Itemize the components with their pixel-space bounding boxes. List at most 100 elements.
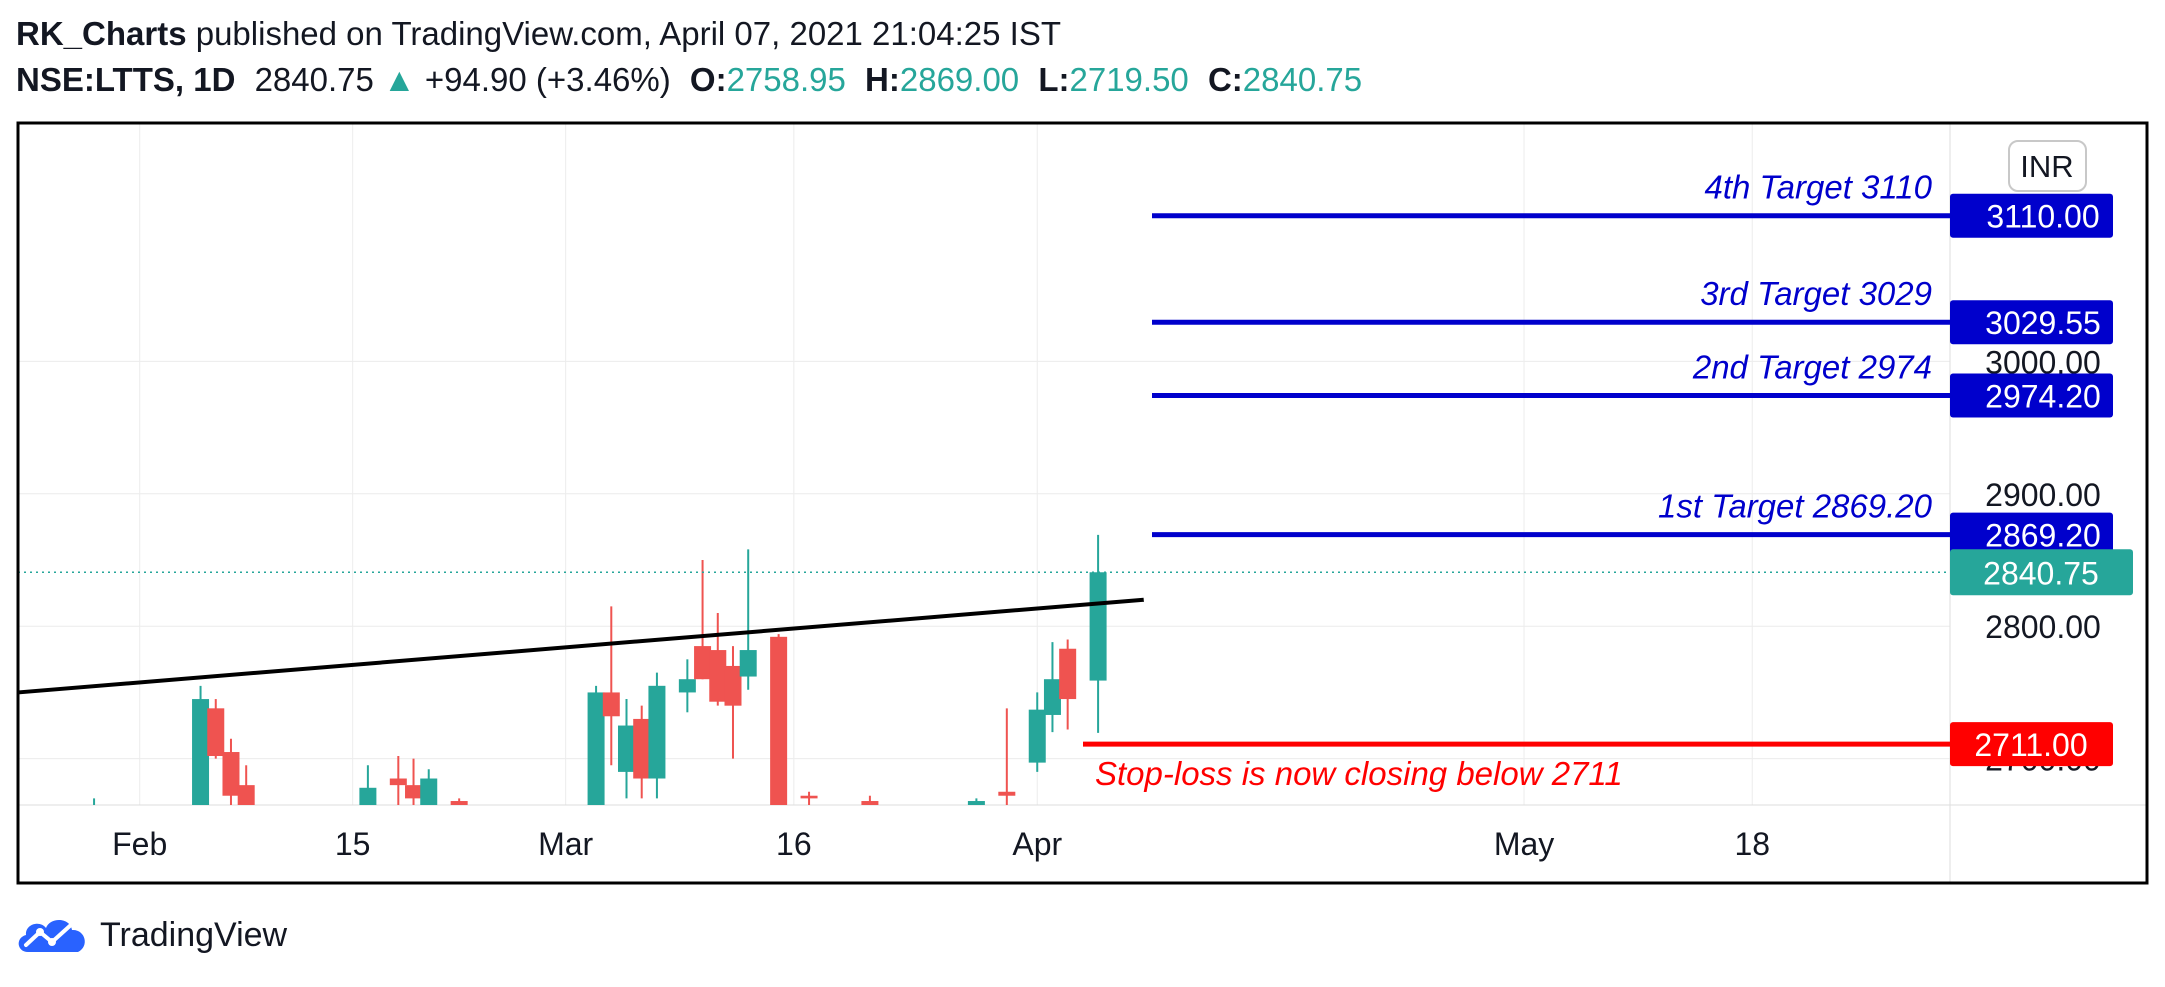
target-price-label: 2869.20 [1985,518,2101,554]
target-price-label: 2974.20 [1985,379,2101,415]
candle [998,708,1016,805]
candle-body [1028,709,1046,763]
candle-body [648,685,666,779]
target-price-box [1950,373,2113,418]
candle [770,634,788,805]
candle [587,685,605,805]
target-price-box [1950,512,2113,557]
close-value: 2840.75 [1242,61,1363,98]
candle [207,699,225,759]
target-line-label: 1st Target 2869.20 [1658,488,1933,525]
y-tick-label: 2800.00 [1985,609,2101,645]
candle-body [618,725,636,772]
open-label: O: [689,61,727,98]
candle-body [998,791,1016,796]
candle-body [587,692,605,805]
tradingview-brand-name[interactable]: TradingView [100,915,288,954]
target-line-label: 3rd Target 3029 [1700,275,1932,312]
trend-line [17,597,1144,695]
candle-body [770,636,788,805]
author-name[interactable]: RK_Charts [16,15,187,52]
candles [86,534,1107,809]
candle [678,659,696,713]
candle [237,765,255,805]
candle-body [800,795,818,799]
x-tick-label: 16 [776,826,812,862]
x-tick-label: 18 [1734,826,1770,862]
candle [739,549,757,690]
candle [618,699,636,799]
tradingview-cloud-logo-icon [18,919,85,952]
stop-loss-price-label: 2711.00 [1974,727,2087,763]
candle [861,795,879,805]
candle-body [967,801,985,805]
candle-body [709,650,727,702]
candle [648,672,666,799]
candle [694,560,712,680]
symbol-interval[interactable]: NSE:LTTS, 1D [16,61,236,98]
low-label: L: [1038,61,1070,98]
footer-brand: TradingView [14,912,287,958]
candle-body [237,785,255,805]
y-tick-label: 2900.00 [1985,477,2101,513]
candle-body [207,708,225,757]
candle [1043,642,1061,733]
last-price: 2840.75 [254,61,374,98]
target-price-box [1950,300,2113,345]
x-tick-label: Feb [112,826,167,862]
candle [724,646,742,759]
currency-badge-box [2008,140,2087,192]
currency-badge[interactable]: INR [2008,140,2087,192]
candle-body [389,778,407,786]
up-arrow-icon: ▲ [383,61,416,98]
candle [602,606,620,766]
candle-body [633,718,651,779]
last-price-label: 2840.75 [1983,555,2099,591]
candle [633,705,651,799]
x-tick-label: Apr [1012,826,1062,862]
stop-loss-label: Stop-loss is now closing below 2711 [1095,755,1623,792]
x-tick-label: May [1494,826,1554,862]
candle-body [359,787,377,805]
candle-body [86,805,103,809]
candle [450,798,468,805]
target-price-label: 3029.55 [1985,305,2101,341]
candle [800,791,818,805]
candle-body [724,665,742,706]
candle [192,685,210,805]
target-line-label: 2nd Target 2974 [1692,349,1932,386]
low-value: 2719.50 [1069,61,1189,98]
candle [86,798,103,809]
price-change: +94.90 (+3.46%) [424,61,671,98]
candle-body [192,699,210,805]
candle-body [222,752,240,796]
candle-body [420,778,438,805]
grid-lines [18,123,1950,805]
candle-body [1059,648,1077,700]
candle [420,769,438,805]
published-info: published on TradingView.com, April 07, … [195,15,1062,52]
candle-body [1089,572,1107,681]
candle-body [602,692,620,717]
candle [1059,639,1077,730]
candle-body [450,801,468,805]
candle-body [405,785,423,799]
high-value: 2869.00 [899,61,1020,98]
candle [1028,692,1046,772]
candle-body [739,650,757,677]
quote-line: NSE:LTTS, 1D 2840.75 ▲ +94.90 (+3.46%) O… [16,58,1362,102]
candle [1089,534,1107,733]
candle-body [694,646,712,680]
stop-loss-price-box [1950,722,2113,767]
chart-frame [16,121,2149,885]
candle [389,756,407,805]
target-line-label: 4th Target 3110 [1704,169,1932,206]
high-label: H: [865,61,900,98]
open-value: 2758.95 [726,61,846,98]
last-price-box [1950,549,2133,596]
chart-header: RK_Charts published on TradingView.com, … [16,12,1362,102]
currency-badge-label: INR [2020,149,2073,184]
candle [359,765,377,805]
candle [222,738,240,805]
